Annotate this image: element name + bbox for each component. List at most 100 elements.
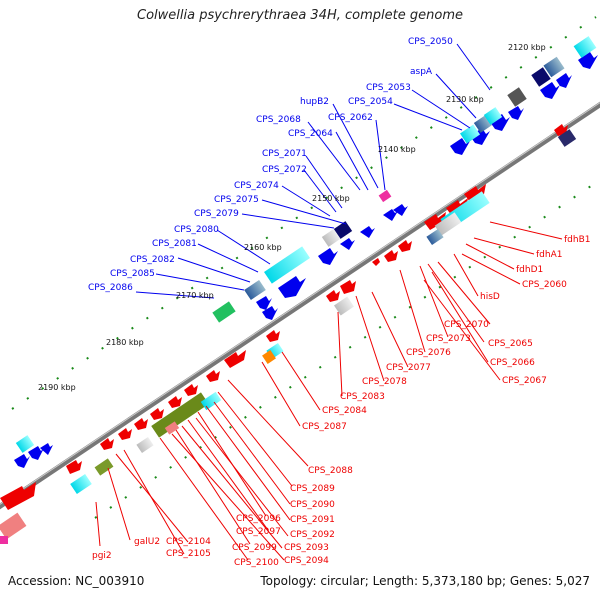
gene-label[interactable]: CPS_2084 xyxy=(322,406,367,416)
gene-arrow[interactable] xyxy=(262,306,278,320)
gene-label[interactable]: fdhA1 xyxy=(536,250,562,260)
gene-arrow[interactable] xyxy=(100,438,114,450)
gene-label[interactable]: CPS_2090 xyxy=(290,500,335,510)
gene-arrow[interactable] xyxy=(278,276,306,298)
gene-label[interactable]: CPS_2081 xyxy=(152,239,197,249)
gene-label[interactable]: CPS_2087 xyxy=(302,422,347,432)
gene-label[interactable]: CPS_2067 xyxy=(502,376,547,386)
gene-label[interactable]: pgi2 xyxy=(92,551,112,561)
gene-label[interactable]: CPS_2083 xyxy=(340,392,385,402)
feature-box[interactable] xyxy=(0,512,27,540)
gene-label[interactable]: CPS_2096 xyxy=(236,514,281,524)
feature-box[interactable] xyxy=(70,473,92,495)
gene-label[interactable]: CPS_2076 xyxy=(406,348,451,358)
gene-label[interactable]: CPS_2066 xyxy=(490,358,535,368)
gene-label[interactable]: CPS_2077 xyxy=(386,363,431,373)
gene-arrow[interactable] xyxy=(340,238,355,250)
gene-label[interactable]: CPS_2088 xyxy=(308,466,353,476)
feature-box[interactable] xyxy=(531,67,551,87)
gene-arrow[interactable] xyxy=(340,280,356,294)
gene-arrow[interactable] xyxy=(424,212,446,230)
feature-box[interactable] xyxy=(333,221,353,239)
gene-arrow[interactable] xyxy=(206,370,220,382)
gene-arrow[interactable] xyxy=(384,250,398,262)
feature-box[interactable] xyxy=(507,87,527,107)
gene-label[interactable]: CPS_2085 xyxy=(110,269,155,279)
feature-box[interactable] xyxy=(426,228,444,246)
gene-label[interactable]: hupB2 xyxy=(300,97,329,107)
gene-arrow[interactable] xyxy=(266,330,280,342)
gene-arrow[interactable] xyxy=(398,240,412,252)
gene-arrow[interactable] xyxy=(66,460,82,474)
gene-arrow[interactable] xyxy=(224,350,246,368)
feature-box[interactable] xyxy=(94,458,114,476)
gene-label[interactable]: CPS_2099 xyxy=(232,543,277,553)
feature-box[interactable] xyxy=(212,301,236,323)
gene-arrow[interactable] xyxy=(40,443,53,455)
gene-arrow[interactable] xyxy=(14,454,30,468)
gene-arrow[interactable] xyxy=(508,106,524,120)
gene-label[interactable]: hisD xyxy=(480,292,500,302)
feature-box[interactable] xyxy=(321,229,341,247)
gene-label[interactable]: CPS_2072 xyxy=(262,165,307,175)
gene-label[interactable]: galU2 xyxy=(134,537,160,547)
gene-arrow[interactable] xyxy=(360,226,375,238)
gene-arrow[interactable] xyxy=(118,428,132,440)
feature-box[interactable] xyxy=(264,246,310,284)
gene-arrow[interactable] xyxy=(578,52,598,69)
feature-box[interactable] xyxy=(262,350,276,364)
gene-arrow[interactable] xyxy=(134,418,148,430)
gene-arrow[interactable] xyxy=(326,290,340,302)
gene-label[interactable]: CPS_2079 xyxy=(194,209,239,219)
feature-box[interactable] xyxy=(557,129,577,147)
gene-label[interactable]: fdhB1 xyxy=(564,235,591,245)
gene-label[interactable]: CPS_2093 xyxy=(284,543,329,553)
gene-arrow[interactable] xyxy=(446,198,468,216)
gene-label[interactable]: CPS_2071 xyxy=(262,149,307,159)
feature-box[interactable] xyxy=(15,435,35,453)
gene-label[interactable]: CPS_2060 xyxy=(522,280,567,290)
gene-arrow[interactable] xyxy=(450,138,470,155)
feature-box[interactable] xyxy=(434,212,462,236)
gene-arrow[interactable] xyxy=(150,408,164,420)
gene-label[interactable]: CPS_2086 xyxy=(88,283,133,293)
gene-label[interactable]: CPS_2082 xyxy=(130,255,175,265)
gene-label[interactable]: fdhD1 xyxy=(516,265,543,275)
gene-arrow[interactable] xyxy=(28,446,44,460)
gene-label[interactable]: CPS_2100 xyxy=(234,558,279,568)
gene-label[interactable]: CPS_2070 xyxy=(444,320,489,330)
gene-arrow[interactable] xyxy=(256,296,272,310)
gene-arrow[interactable] xyxy=(0,482,36,510)
feature-box[interactable] xyxy=(136,436,154,454)
gene-arrow[interactable] xyxy=(383,209,398,221)
feature-box[interactable] xyxy=(151,392,209,438)
gene-label[interactable]: CPS_2078 xyxy=(362,377,407,387)
feature-box[interactable] xyxy=(0,536,8,544)
gene-arrow[interactable] xyxy=(464,184,486,202)
feature-box[interactable] xyxy=(200,391,222,411)
gene-label[interactable]: CPS_2092 xyxy=(290,530,335,540)
feature-box[interactable] xyxy=(573,36,597,58)
gene-label[interactable]: CPS_2050 xyxy=(408,37,453,47)
gene-label[interactable]: CPS_2104 xyxy=(166,537,211,547)
feature-box[interactable] xyxy=(483,107,503,125)
feature-box[interactable] xyxy=(164,421,180,435)
gene-arrow[interactable] xyxy=(470,128,490,145)
gene-arrow[interactable] xyxy=(540,82,560,99)
gene-arrow[interactable] xyxy=(372,258,380,266)
gene-label[interactable]: CPS_2073 xyxy=(426,334,471,344)
gene-label[interactable]: CPS_2074 xyxy=(234,181,279,191)
feature-box[interactable] xyxy=(543,56,565,78)
feature-box[interactable] xyxy=(334,296,354,316)
gene-label[interactable]: CPS_2075 xyxy=(214,195,259,205)
gene-arrow[interactable] xyxy=(168,396,182,408)
gene-arrow[interactable] xyxy=(556,73,572,88)
gene-label[interactable]: CPS_2065 xyxy=(488,339,533,349)
gene-label[interactable]: aspA xyxy=(410,67,433,77)
gene-label[interactable]: CPS_2062 xyxy=(328,113,373,123)
gene-label[interactable]: CPS_2097 xyxy=(236,527,281,537)
gene-label[interactable]: CPS_2094 xyxy=(284,556,329,566)
gene-label[interactable]: CPS_2105 xyxy=(166,549,211,559)
feature-box[interactable] xyxy=(460,124,480,144)
gene-label[interactable]: CPS_2068 xyxy=(256,115,301,125)
